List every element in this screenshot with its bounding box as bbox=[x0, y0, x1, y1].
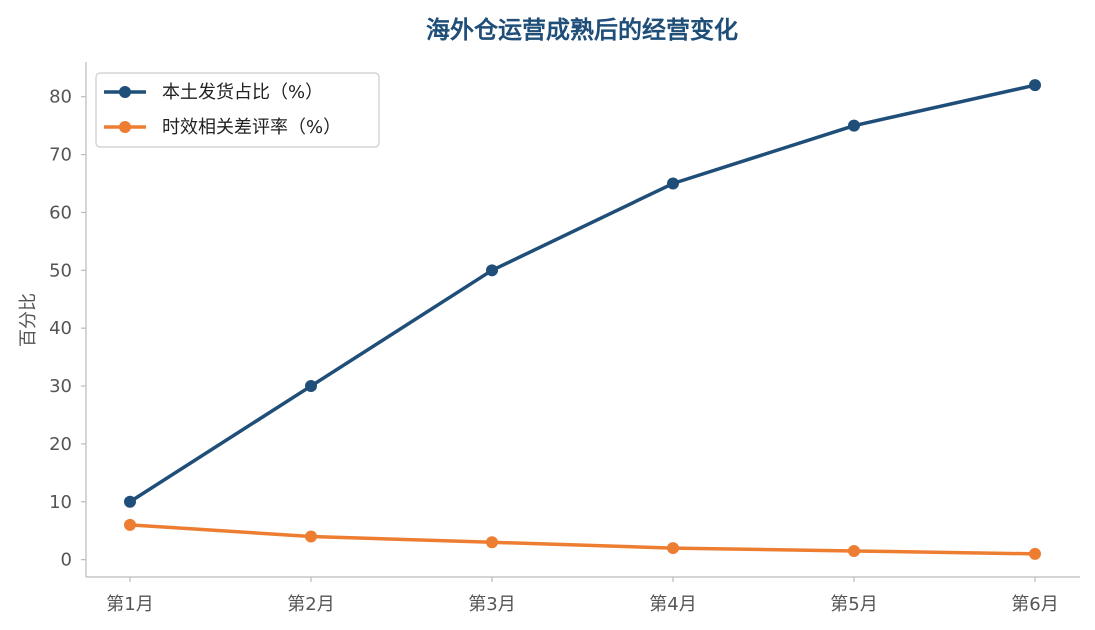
y-tick-label: 70 bbox=[49, 145, 72, 166]
y-tick-label: 30 bbox=[49, 376, 72, 397]
chart-title: 海外仓运营成熟后的经营变化 bbox=[426, 16, 738, 44]
x-tick-label: 第6月 bbox=[1011, 594, 1058, 615]
data-point bbox=[305, 380, 317, 393]
y-tick-label: 50 bbox=[49, 260, 72, 281]
y-tick-label: 40 bbox=[49, 318, 72, 339]
legend-label: 时效相关差评率（%） bbox=[162, 117, 341, 138]
series-line bbox=[128, 83, 1037, 504]
data-point bbox=[124, 495, 136, 508]
series-group bbox=[124, 79, 1041, 560]
legend: 本土发货占比（%） 时效相关差评率（%） bbox=[95, 72, 380, 148]
y-axis-ticks: 0 10 20 30 40 50 60 70 80 bbox=[49, 87, 86, 571]
legend-swatch-marker bbox=[119, 86, 131, 98]
data-point bbox=[486, 536, 498, 549]
x-tick-label: 第1月 bbox=[106, 594, 153, 615]
x-tick-label: 第3月 bbox=[468, 594, 515, 615]
data-point bbox=[486, 264, 498, 277]
y-tick-label: 0 bbox=[61, 550, 72, 571]
legend-item: 本土发货占比（%） bbox=[104, 82, 323, 103]
x-axis-ticks: 第1月 第2月 第3月 第4月 第5月 第6月 bbox=[106, 577, 1059, 615]
legend-item: 时效相关差评率（%） bbox=[104, 117, 341, 138]
legend-swatch-marker bbox=[119, 121, 131, 133]
data-point bbox=[848, 544, 860, 557]
data-point bbox=[667, 542, 679, 555]
data-point bbox=[848, 119, 860, 132]
x-tick-label: 第4月 bbox=[649, 594, 696, 615]
data-point bbox=[305, 530, 317, 543]
x-tick-label: 第5月 bbox=[830, 594, 877, 615]
data-point bbox=[124, 518, 136, 531]
y-tick-label: 10 bbox=[49, 492, 72, 513]
series-1 bbox=[124, 79, 1041, 508]
data-point bbox=[1029, 547, 1041, 560]
y-tick-label: 60 bbox=[49, 202, 72, 223]
data-point bbox=[1029, 79, 1041, 92]
x-tick-label: 第2月 bbox=[287, 594, 334, 615]
y-tick-label: 20 bbox=[49, 434, 72, 455]
y-axis-label: 百分比 bbox=[18, 293, 39, 347]
axes bbox=[85, 62, 1080, 578]
y-tick-label: 80 bbox=[49, 87, 72, 108]
series-line bbox=[128, 523, 1037, 556]
legend-label: 本土发货占比（%） bbox=[162, 82, 323, 103]
series-2 bbox=[124, 518, 1041, 560]
legend-box bbox=[95, 72, 380, 148]
data-point bbox=[667, 177, 679, 190]
